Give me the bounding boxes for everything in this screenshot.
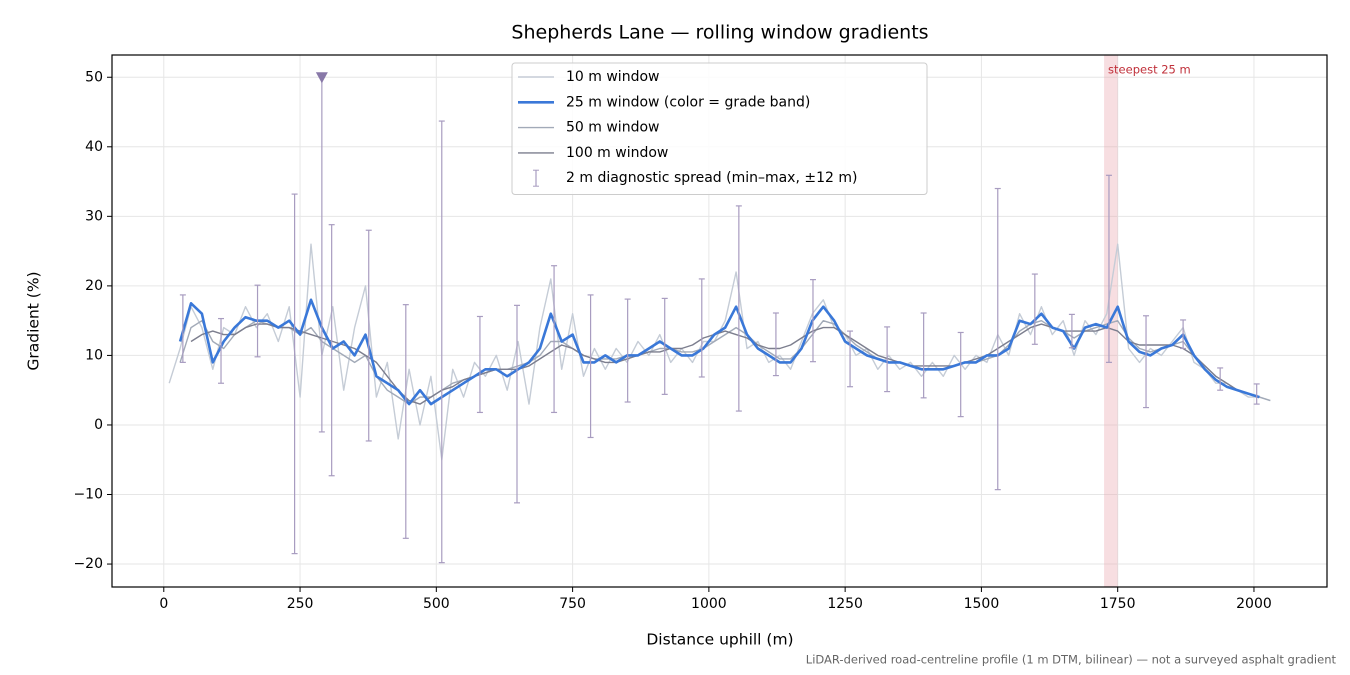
error-bar	[1105, 174, 1112, 363]
legend-label: 100 m window	[566, 145, 668, 161]
error-bar	[809, 279, 816, 363]
chart-title: Shepherds Lane — rolling window gradient…	[511, 22, 928, 44]
error-bar	[254, 284, 261, 358]
legend-label: 50 m window	[566, 120, 659, 136]
error-bar	[957, 331, 964, 418]
y-axis-label: Gradient (%)	[25, 271, 43, 370]
x-tick-label: 0	[159, 596, 168, 612]
error-bar	[624, 298, 631, 403]
error-bar	[920, 312, 927, 399]
line-series	[190, 323, 1260, 405]
line-series	[179, 320, 1271, 405]
error-bar	[514, 304, 520, 504]
y-tick-label: 40	[85, 139, 103, 155]
x-tick-label: 1250	[827, 596, 863, 612]
y-tick-label: 20	[85, 278, 103, 294]
error-bar	[1253, 383, 1260, 405]
error-bar	[698, 278, 705, 378]
x-axis-label: Distance uphill (m)	[646, 631, 793, 649]
error-bar	[1180, 319, 1187, 350]
legend-label: 10 m window	[566, 69, 659, 85]
error-bar	[328, 224, 335, 477]
x-tick-label: 1000	[691, 596, 727, 612]
y-tick-label: −10	[73, 487, 103, 503]
clip-marker	[315, 72, 328, 84]
error-bar	[365, 229, 372, 442]
x-tick-label: 750	[559, 596, 586, 612]
error-bar	[994, 187, 1001, 491]
x-tick-label: 500	[423, 596, 450, 612]
y-tick-label: 10	[85, 347, 103, 363]
error-bar	[291, 193, 298, 555]
error-bar	[661, 297, 668, 395]
error-bar	[1068, 313, 1075, 349]
error-bar	[402, 304, 409, 539]
error-bar	[438, 120, 445, 564]
x-tick-label: 1750	[1100, 596, 1136, 612]
error-bar	[476, 315, 483, 414]
y-tick-label: 0	[94, 417, 103, 433]
legend-label: 2 m diagnostic spread (min–max, ±12 m)	[566, 170, 857, 186]
y-tick-label: 50	[85, 69, 103, 85]
y-tick-label: 30	[85, 208, 103, 224]
x-tick-label: 1500	[964, 596, 1000, 612]
error-bar	[587, 294, 594, 439]
error-bar	[318, 76, 325, 433]
error-bar	[847, 330, 854, 388]
x-tick-label: 2000	[1236, 596, 1272, 612]
error-bar	[1143, 315, 1150, 409]
plot-frame	[111, 54, 1328, 588]
legend-label: 25 m window (color = grade band)	[566, 94, 810, 110]
error-bar	[735, 205, 742, 412]
annotation: steepest 25 m	[1108, 63, 1191, 77]
x-tick-label: 250	[287, 596, 314, 612]
line-series	[178, 298, 1260, 406]
y-tick-label: −20	[73, 556, 103, 572]
error-bar	[551, 265, 558, 414]
error-bar	[218, 317, 225, 384]
error-bar	[179, 294, 186, 363]
error-bar	[884, 326, 891, 393]
error-bar	[772, 312, 779, 377]
legend-box	[511, 62, 928, 195]
error-bar	[1031, 273, 1038, 345]
footnote: LiDAR-derived road-centreline profile (1…	[806, 653, 1337, 667]
error-bar	[1217, 367, 1224, 391]
